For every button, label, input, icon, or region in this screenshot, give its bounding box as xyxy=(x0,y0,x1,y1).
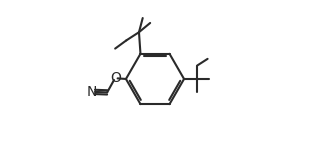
Text: O: O xyxy=(110,71,121,85)
Text: N: N xyxy=(86,85,97,99)
